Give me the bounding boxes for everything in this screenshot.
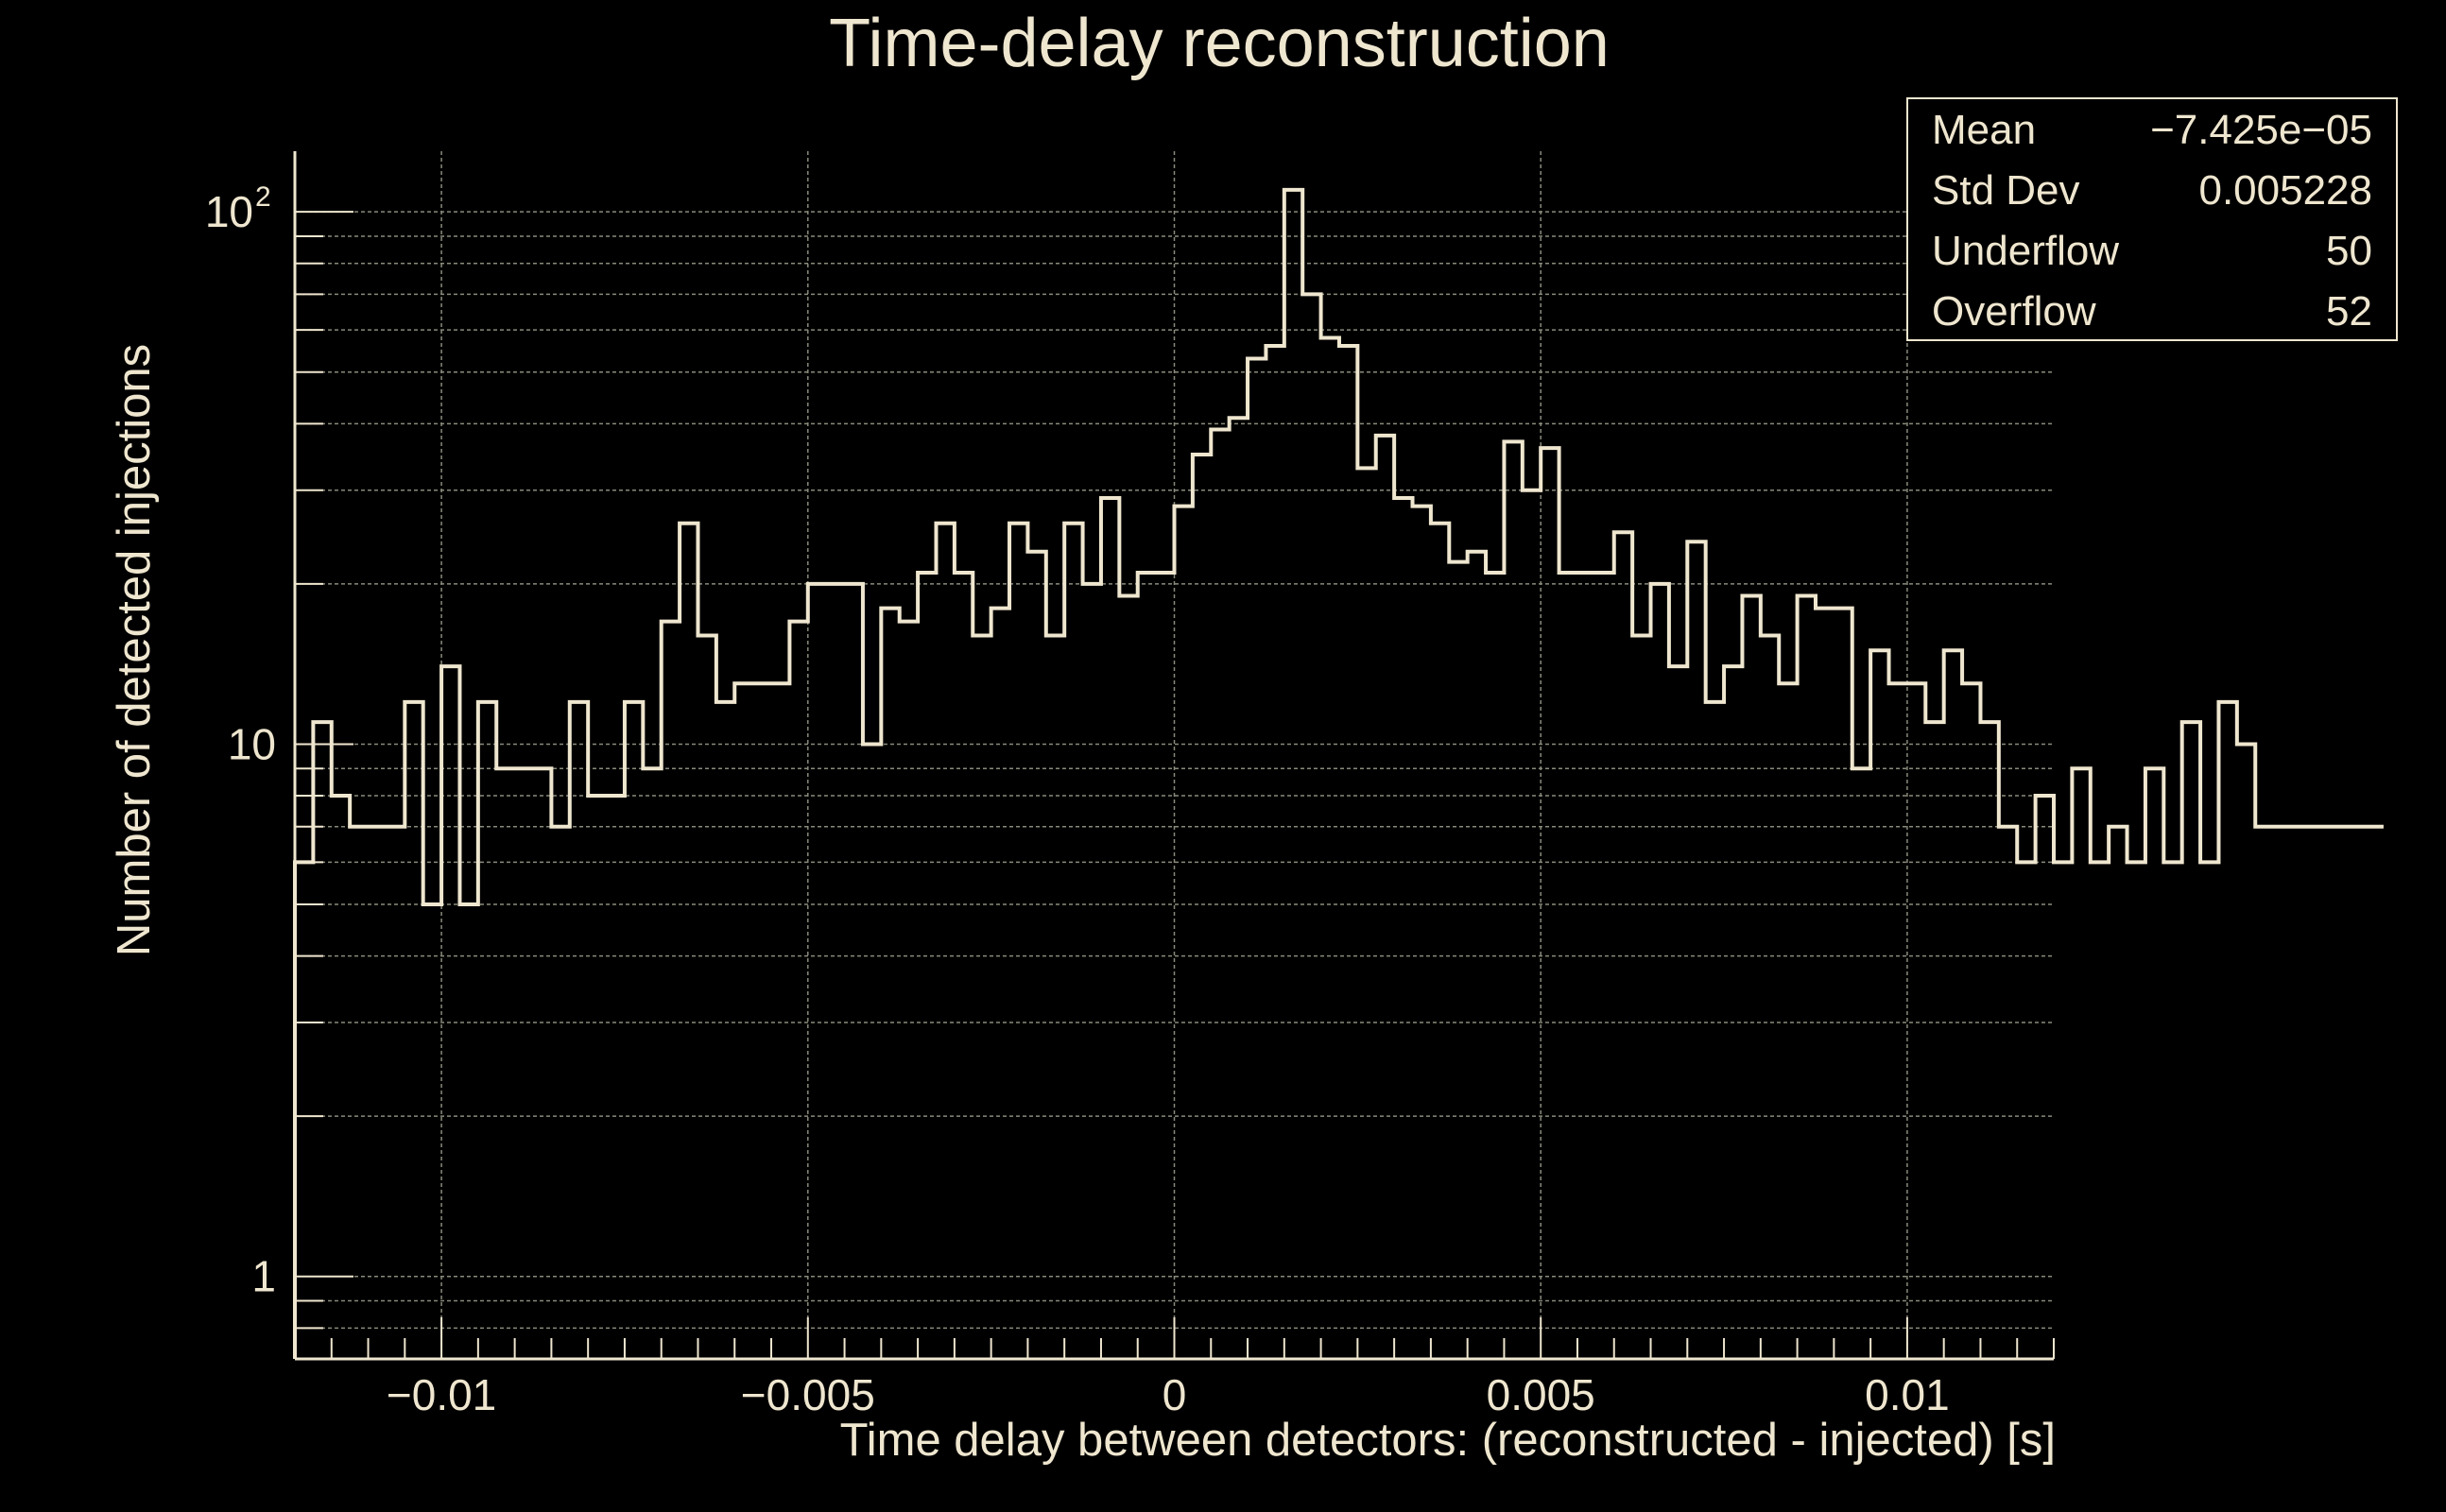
x-tick-label: 0 (1163, 1370, 1187, 1419)
stats-underflow-label: Underflow (1932, 228, 2119, 274)
x-axis-ticks: −0.01 −0.005 0 0.005 0.01 (294, 1317, 2055, 1419)
stats-underflow-value: 50 (2326, 228, 2372, 274)
stats-stddev-label: Std Dev (1932, 167, 2080, 214)
x-tick-label: 0.005 (1487, 1370, 1595, 1419)
stats-box-frame (1906, 97, 2398, 341)
stats-mean-value: −7.425e−05 (2150, 107, 2372, 153)
stats-box: Mean −7.425e−05 Std Dev 0.005228 Underfl… (1906, 97, 2398, 341)
stats-overflow-value: 52 (2326, 288, 2372, 335)
x-tick-label: −0.005 (741, 1370, 875, 1419)
y-axis-label: Number of detected injections (109, 344, 160, 956)
x-tick-label: −0.01 (387, 1370, 496, 1419)
stats-overflow-label: Overflow (1932, 288, 2096, 335)
stats-mean-label: Mean (1932, 107, 2036, 153)
x-tick-label: 0.01 (1865, 1370, 1950, 1419)
grid-lines (295, 151, 2054, 1359)
y-tick-label: 10 (205, 187, 253, 236)
y-tick-label: 10 (228, 719, 276, 768)
x-axis-label: Time delay between detectors: (reconstru… (840, 1415, 2056, 1466)
histogram-series-line (293, 187, 2384, 1359)
y-tick-exponent: 2 (255, 181, 271, 213)
y-tick-label: 1 (251, 1252, 276, 1301)
chart-title: Time-delay reconstruction (829, 6, 1610, 81)
stats-stddev-value: 0.005228 (2198, 167, 2372, 214)
